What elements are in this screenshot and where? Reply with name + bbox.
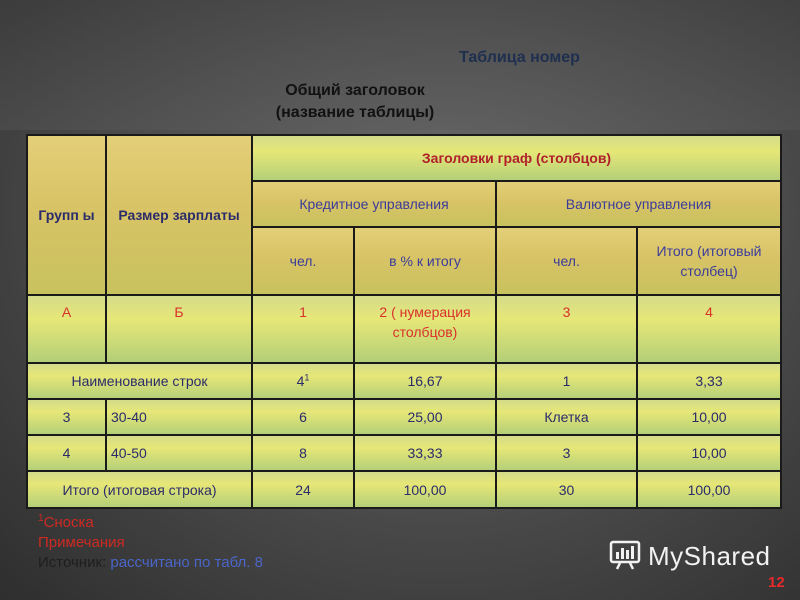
notes-block: 1Сноска Примечания Источник: рассчитано … bbox=[38, 513, 263, 573]
cell: 8 bbox=[251, 434, 355, 472]
numbering-a: А bbox=[26, 294, 107, 364]
cell: 10,00 bbox=[635, 398, 783, 436]
cell: 25,00 bbox=[353, 398, 497, 436]
cell: 1 bbox=[495, 362, 638, 400]
table-title: Общий заголовок (название таблицы) bbox=[240, 80, 470, 124]
table-row: Наименование строк 41 16,67 1 3,33 bbox=[26, 362, 783, 400]
cell-group: 4 bbox=[26, 434, 107, 472]
table-number-label: Таблица номер bbox=[459, 49, 580, 66]
header-percent: в % к итогу bbox=[353, 226, 497, 296]
cell: 41 bbox=[251, 362, 355, 400]
data-table: Групп ы Размер зарплаты Заголовки граф (… bbox=[26, 134, 783, 509]
logo-text: MyShared bbox=[648, 540, 771, 571]
header-people-1: чел. bbox=[251, 226, 355, 296]
presentation-board-icon bbox=[608, 537, 642, 576]
source: Источник: рассчитано по табл. 8 bbox=[38, 553, 263, 573]
cell-group: 3 bbox=[26, 398, 107, 436]
numbering-b: Б bbox=[105, 294, 253, 364]
cell: 16,67 bbox=[353, 362, 497, 400]
background-band bbox=[0, 0, 800, 130]
row-label: Наименование строк bbox=[26, 362, 253, 400]
total-row-label: Итого (итоговая строка) bbox=[26, 470, 253, 509]
numbering-4: 4 bbox=[635, 294, 783, 364]
footnote-number: 1 bbox=[38, 513, 44, 524]
header-salary: Размер зарплаты bbox=[105, 134, 253, 296]
numbering-2: 2 ( нумерация столбцов) bbox=[353, 294, 497, 364]
numbering-1: 1 bbox=[251, 294, 355, 364]
myshared-logo: MyShared bbox=[608, 536, 771, 576]
cell-salary: 40-50 bbox=[105, 434, 253, 472]
header-credit: Кредитное управления bbox=[251, 180, 497, 228]
source-value: рассчитано по табл. 8 bbox=[106, 554, 263, 571]
cell: Клетка bbox=[495, 398, 638, 436]
footnote-text: Сноска bbox=[43, 514, 94, 531]
table-row: 3 30-40 6 25,00 Клетка 10,00 bbox=[26, 398, 783, 436]
source-label: Источник: bbox=[38, 554, 107, 571]
footnote-marker: 1 bbox=[304, 372, 310, 383]
table-row: Итого (итоговая строка) 24 100,00 30 100… bbox=[26, 470, 783, 509]
cell: 100,00 bbox=[353, 470, 497, 509]
cell: 10,00 bbox=[635, 434, 783, 472]
cell-value: 4 bbox=[296, 373, 305, 389]
footnote: 1Сноска bbox=[38, 513, 263, 533]
header-currency: Валютное управления bbox=[494, 180, 783, 228]
table-row: 4 40-50 8 33,33 3 10,00 bbox=[26, 434, 783, 472]
table-title-line2: (название таблицы) bbox=[275, 104, 435, 121]
header-people-2: чел. bbox=[495, 226, 638, 296]
page-number: 12 bbox=[768, 574, 785, 591]
cell: 6 bbox=[251, 398, 355, 436]
cell: 100,00 bbox=[635, 470, 783, 509]
header-groups: Групп ы bbox=[26, 134, 107, 296]
cell: 24 bbox=[251, 470, 355, 509]
header-total-column: Итого (итоговый столбец) bbox=[635, 226, 783, 296]
header-columns-title: Заголовки граф (столбцов) bbox=[250, 134, 783, 182]
cell: 3 bbox=[495, 434, 638, 472]
remarks: Примечания bbox=[38, 534, 125, 551]
cell-salary: 30-40 bbox=[105, 398, 253, 436]
cell: 3,33 bbox=[635, 362, 783, 400]
table-title-line1: Общий заголовок bbox=[285, 82, 425, 99]
cell: 33,33 bbox=[353, 434, 497, 472]
cell: 30 bbox=[495, 470, 638, 509]
numbering-3: 3 bbox=[495, 294, 638, 364]
